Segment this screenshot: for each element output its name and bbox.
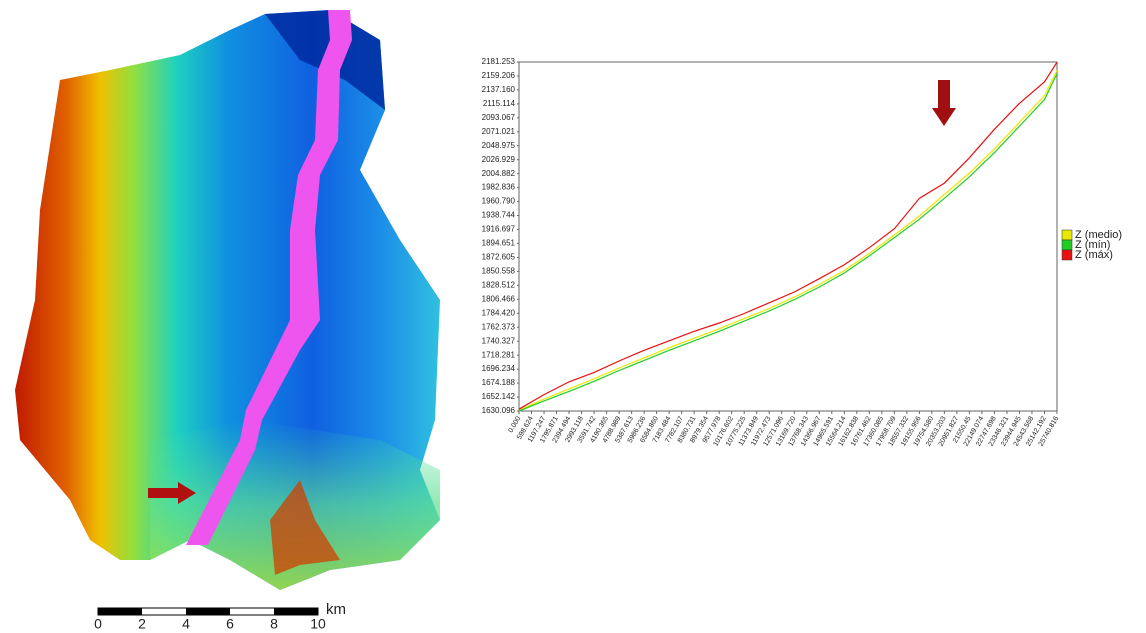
scale-label: 8	[270, 616, 278, 632]
y-tick-label: 1828.512	[482, 280, 516, 289]
y-tick-label: 1762.373	[482, 322, 516, 331]
y-tick-label: 1674.188	[482, 378, 516, 387]
map	[15, 10, 440, 615]
series-line	[519, 74, 1057, 412]
legend-swatch	[1062, 250, 1072, 260]
y-tick-label: 1938.744	[482, 211, 516, 220]
scale-label: 4	[182, 616, 190, 632]
y-tick-label: 2026.929	[482, 155, 516, 164]
scale-label: 10	[310, 616, 326, 632]
scale-unit: km	[326, 601, 346, 618]
y-tick-label: 1916.697	[482, 225, 516, 234]
y-tick-label: 1960.790	[482, 197, 516, 206]
y-tick-label: 2093.067	[482, 113, 516, 122]
y-tick-label: 2071.021	[482, 127, 516, 136]
y-tick-label: 2004.882	[482, 169, 516, 178]
plot-frame	[519, 62, 1057, 411]
y-tick-label: 1872.605	[482, 253, 516, 262]
y-tick-label: 2115.114	[483, 99, 516, 108]
y-tick-label: 1894.651	[482, 239, 516, 248]
y-tick-label: 1784.420	[482, 308, 516, 317]
y-tick-label: 1982.836	[482, 183, 516, 192]
series-line	[519, 62, 1057, 409]
arrow	[932, 80, 956, 126]
y-tick-label: 2137.160	[482, 85, 516, 94]
legend-swatch	[1062, 240, 1072, 250]
scale-label: 0	[94, 616, 102, 632]
scale-bar	[98, 608, 318, 615]
y-tick-label: 1630.096	[482, 406, 516, 415]
y-tick-label: 2181.253	[482, 57, 516, 66]
scale-label: 6	[226, 616, 234, 632]
legend-label: Z (máx)	[1075, 249, 1113, 261]
y-tick-label: 1718.281	[482, 350, 516, 359]
legend-swatch	[1062, 230, 1072, 240]
y-tick-label: 1696.234	[482, 364, 516, 373]
y-tick-label: 1740.327	[482, 336, 516, 345]
page: 0 2 4 6 8 10km 2181.253 2159.206 2137.160 2115.11…	[0, 0, 1146, 633]
series-line	[519, 70, 1057, 410]
y-tick-label: 1652.142	[482, 392, 516, 401]
y-tick-label: 1806.466	[482, 294, 516, 303]
y-tick-label: 2159.206	[482, 71, 516, 80]
y-tick-label: 1850.558	[482, 267, 516, 276]
y-tick-label: 2048.975	[482, 141, 516, 150]
scale-label: 2	[138, 616, 146, 632]
